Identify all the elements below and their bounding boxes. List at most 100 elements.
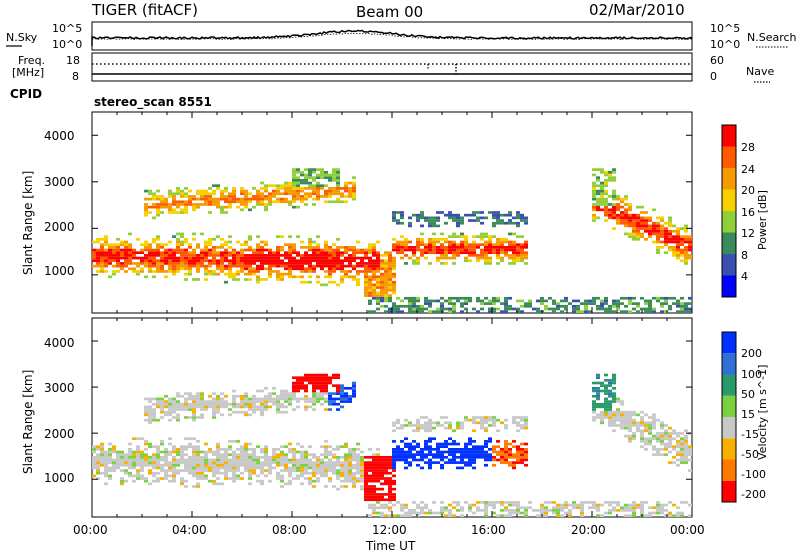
velocity-cell <box>224 402 228 406</box>
power-cell <box>616 221 620 225</box>
velocity-cell <box>408 445 412 449</box>
power-cell <box>180 208 184 212</box>
power-cell <box>192 254 196 257</box>
velocity-cell <box>220 413 224 417</box>
velocity-cell <box>280 485 284 488</box>
power-cell <box>308 184 312 188</box>
power-cell <box>640 232 644 236</box>
power-cell <box>444 307 448 311</box>
velocity-cell <box>308 479 312 483</box>
velocity-cell <box>456 448 460 451</box>
velocity-cell <box>336 386 340 390</box>
power-cell <box>460 251 464 255</box>
power-cell <box>616 302 620 305</box>
velocity-cell <box>428 440 432 443</box>
velocity-cell <box>196 445 200 449</box>
velocity-cell <box>608 413 612 417</box>
power-cell <box>256 246 260 249</box>
power-cell <box>180 267 184 271</box>
velocity-cell <box>308 453 312 456</box>
velocity-cell <box>204 408 208 411</box>
power-cell <box>612 208 616 212</box>
power-cell <box>288 235 292 238</box>
power-cell <box>168 195 172 198</box>
power-cell <box>272 262 276 265</box>
velocity-cell <box>528 501 532 504</box>
power-cell <box>496 254 500 257</box>
power-cell <box>180 262 184 265</box>
power-cell <box>268 192 272 196</box>
velocity-cell <box>164 463 168 467</box>
power-cell <box>496 240 500 244</box>
velocity-cell <box>516 458 520 462</box>
velocity-cell <box>208 463 212 467</box>
power-cell <box>152 262 156 265</box>
velocity-cell <box>312 384 316 387</box>
velocity-cell <box>232 471 236 475</box>
power-cell <box>392 302 396 305</box>
velocity-cell <box>92 474 96 478</box>
velocity-cell <box>180 408 184 411</box>
power-cell <box>432 248 436 252</box>
power-cell <box>464 248 468 252</box>
velocity-cell <box>308 373 312 377</box>
velocity-cell <box>284 463 288 467</box>
power-cell <box>416 243 420 246</box>
vel-cb-tick-100: 100 <box>741 368 762 381</box>
velocity-cell <box>152 466 156 470</box>
velocity-cell <box>464 453 468 456</box>
velocity-cell <box>236 402 240 406</box>
velocity-cell <box>176 471 180 475</box>
power-cell <box>92 264 96 268</box>
velocity-cell <box>440 511 444 515</box>
power-cell <box>376 270 380 273</box>
power-cell <box>524 216 528 220</box>
velocity-cell <box>276 448 280 451</box>
power-cell <box>300 187 304 190</box>
velocity-cell <box>332 376 336 380</box>
velocity-cell <box>656 434 660 438</box>
velocity-cell <box>136 474 140 478</box>
power-cell <box>616 213 620 217</box>
power-cell <box>480 256 484 260</box>
power-cell <box>172 192 176 196</box>
velocity-cell <box>500 461 504 464</box>
power-cell <box>644 310 648 313</box>
velocity-cell <box>376 506 380 510</box>
velocity-cell <box>196 463 200 467</box>
velocity-cell <box>320 376 324 380</box>
velocity-cell <box>620 400 624 403</box>
power-cell <box>428 310 432 313</box>
power-cell <box>376 286 380 289</box>
velocity-cell <box>464 463 468 467</box>
velocity-cell <box>372 509 376 512</box>
velocity-cell <box>420 506 424 510</box>
power-cell <box>628 203 632 206</box>
power-cell <box>652 227 656 230</box>
velocity-cell <box>676 445 680 449</box>
velocity-cell <box>536 509 540 512</box>
velocity-cell <box>188 397 192 401</box>
velocity-cell <box>540 511 544 515</box>
power-cell <box>520 219 524 222</box>
velocity-cell <box>252 453 256 456</box>
power-cell <box>308 176 312 179</box>
velocity-cell <box>336 477 340 480</box>
velocity-cell <box>304 458 308 462</box>
power-cell <box>460 304 464 308</box>
velocity-cell <box>220 471 224 475</box>
power-cell <box>388 299 392 303</box>
velocity-cell <box>668 461 672 464</box>
power-cell <box>208 259 212 263</box>
velocity-cell <box>664 503 668 507</box>
velocity-cell <box>312 463 316 467</box>
velocity-cell <box>480 448 484 451</box>
power-cell <box>380 254 384 257</box>
power-cell <box>272 184 276 188</box>
velocity-cell <box>364 469 368 472</box>
velocity-cell <box>512 461 516 464</box>
velocity-cell <box>148 400 152 403</box>
velocity-cell <box>392 448 396 451</box>
power-cell <box>292 170 296 174</box>
velocity-cell <box>516 453 520 456</box>
